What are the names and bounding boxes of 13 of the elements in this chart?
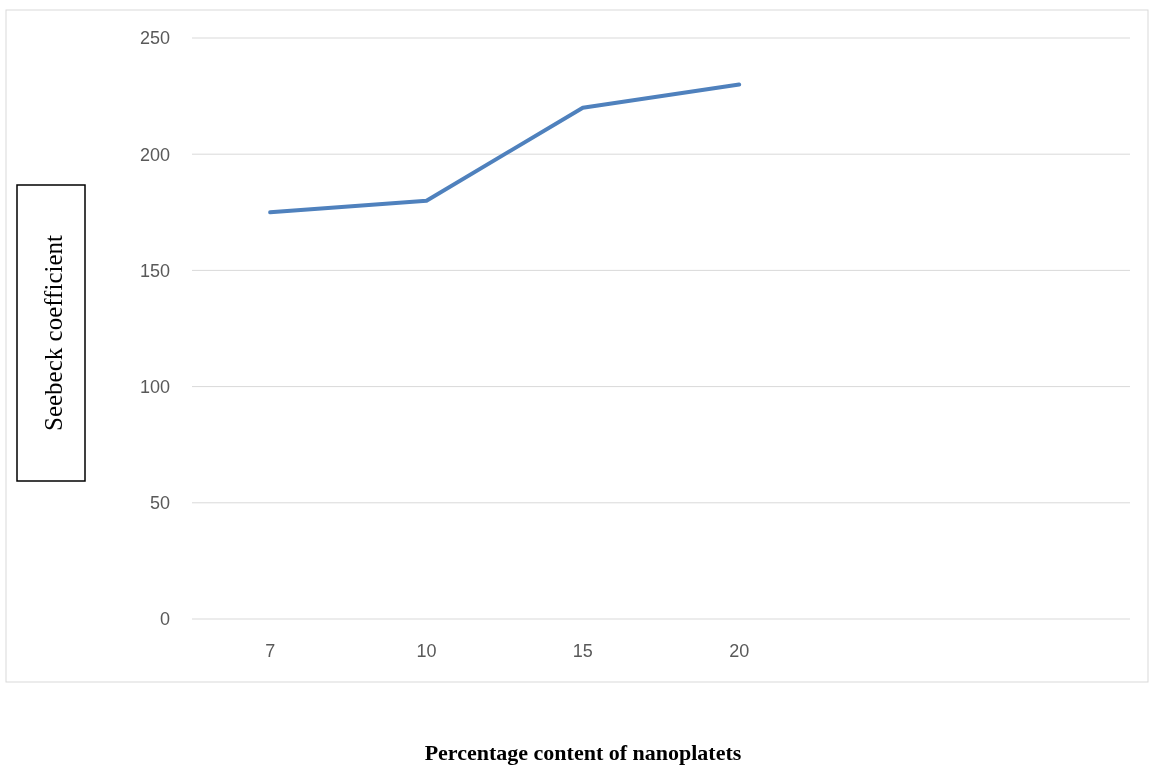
y-tick-label: 200 [139,144,170,165]
y-tick-label: 50 [149,493,170,514]
y-axis-title: Seebeck coefficient [39,234,67,431]
x-tick-label: 7 [265,641,276,662]
y-tick-label: 0 [159,609,170,630]
y-tick-label: 250 [139,28,170,49]
y-tick-label: 150 [139,260,170,281]
x-axis-title: Percentage content of nanoplatets [424,739,742,765]
x-tick-label: 20 [729,641,750,662]
line-series [268,82,742,215]
y-tick-label: 100 [139,376,170,397]
x-tick-label: 10 [416,641,437,662]
x-tick-label: 15 [572,641,593,662]
